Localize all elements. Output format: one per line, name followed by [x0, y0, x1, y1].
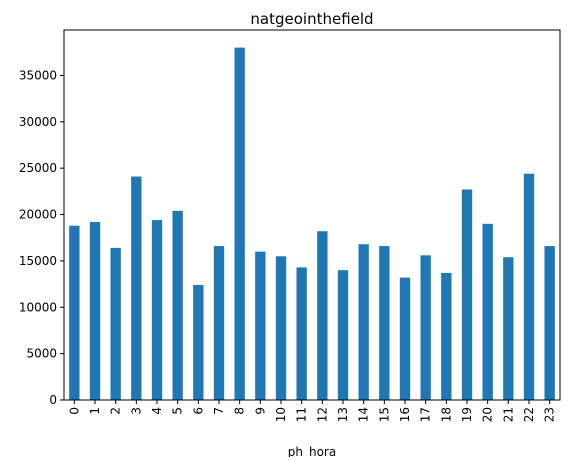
bar-20	[482, 223, 493, 400]
bar-13	[337, 270, 349, 400]
plot-frame	[63, 29, 561, 401]
x-tick-label: 22	[522, 407, 536, 422]
bar-21	[503, 257, 514, 400]
x-tick-label: 13	[336, 407, 350, 422]
x-tick-label: 15	[377, 407, 391, 422]
x-tick-label: 21	[501, 407, 515, 422]
x-tick-label: 9	[253, 407, 267, 415]
x-tick-label: 2	[109, 407, 123, 415]
x-tick-label: 1	[88, 407, 102, 415]
bar-19	[461, 189, 473, 400]
bar-16	[399, 277, 411, 400]
chart-title: natgeointhefield	[250, 10, 373, 28]
bar-12	[317, 231, 328, 400]
bar-15	[379, 246, 390, 400]
bar-14	[358, 244, 369, 400]
y-tick-label: 20000	[19, 208, 57, 222]
bar-22	[523, 173, 535, 400]
bar-5	[172, 210, 183, 400]
x-tick-label: 12	[315, 407, 329, 422]
bar-6	[193, 285, 204, 400]
x-tick-label: 0	[67, 407, 81, 415]
x-tick-label: 5	[171, 407, 185, 415]
bar-0	[69, 225, 80, 400]
bar-9	[255, 251, 266, 400]
y-tick-label: 15000	[19, 254, 57, 268]
x-axis-label: ph_hora	[288, 445, 336, 457]
bar-3	[131, 176, 142, 400]
bar-17	[420, 255, 431, 400]
x-tick-label: 7	[212, 407, 226, 415]
bar-7	[213, 246, 225, 400]
bar-10	[275, 256, 287, 400]
x-tick-label: 4	[150, 407, 164, 415]
y-tick-label: 5000	[26, 347, 57, 361]
x-tick-label: 6	[191, 407, 205, 415]
x-tick-label: 23	[543, 407, 557, 422]
y-axis: 0 5000 10000 15000 20000 25000 30000 35000	[19, 68, 64, 407]
y-tick-label: 25000	[19, 161, 57, 175]
bar-23	[544, 246, 555, 400]
x-tick-label: 17	[419, 407, 433, 422]
bars-group	[69, 47, 555, 400]
x-tick-label: 11	[295, 407, 309, 422]
bar-4	[151, 220, 163, 400]
bar-18	[441, 272, 452, 400]
bar-8	[234, 47, 245, 400]
x-tick-label: 18	[439, 407, 453, 422]
y-tick-label: 30000	[19, 115, 57, 129]
y-tick-label: 0	[49, 393, 57, 407]
x-axis: 0 1 2 3 4 5 6 7 8 9 10 11 12 13 14 15 16 17 18 19 20 21 22 23	[67, 400, 557, 422]
x-tick-label: 16	[398, 407, 412, 422]
x-tick-label: 20	[481, 407, 495, 422]
y-tick-label: 10000	[19, 300, 57, 314]
bar-11	[296, 267, 307, 400]
x-tick-label: 14	[357, 407, 371, 422]
x-tick-label: 8	[233, 407, 247, 415]
bar-1	[89, 221, 101, 400]
x-tick-label: 3	[129, 407, 143, 415]
bar-2	[110, 247, 121, 400]
x-tick-label: 10	[274, 407, 288, 422]
y-tick-label: 35000	[19, 68, 57, 82]
x-tick-label: 19	[460, 407, 474, 422]
